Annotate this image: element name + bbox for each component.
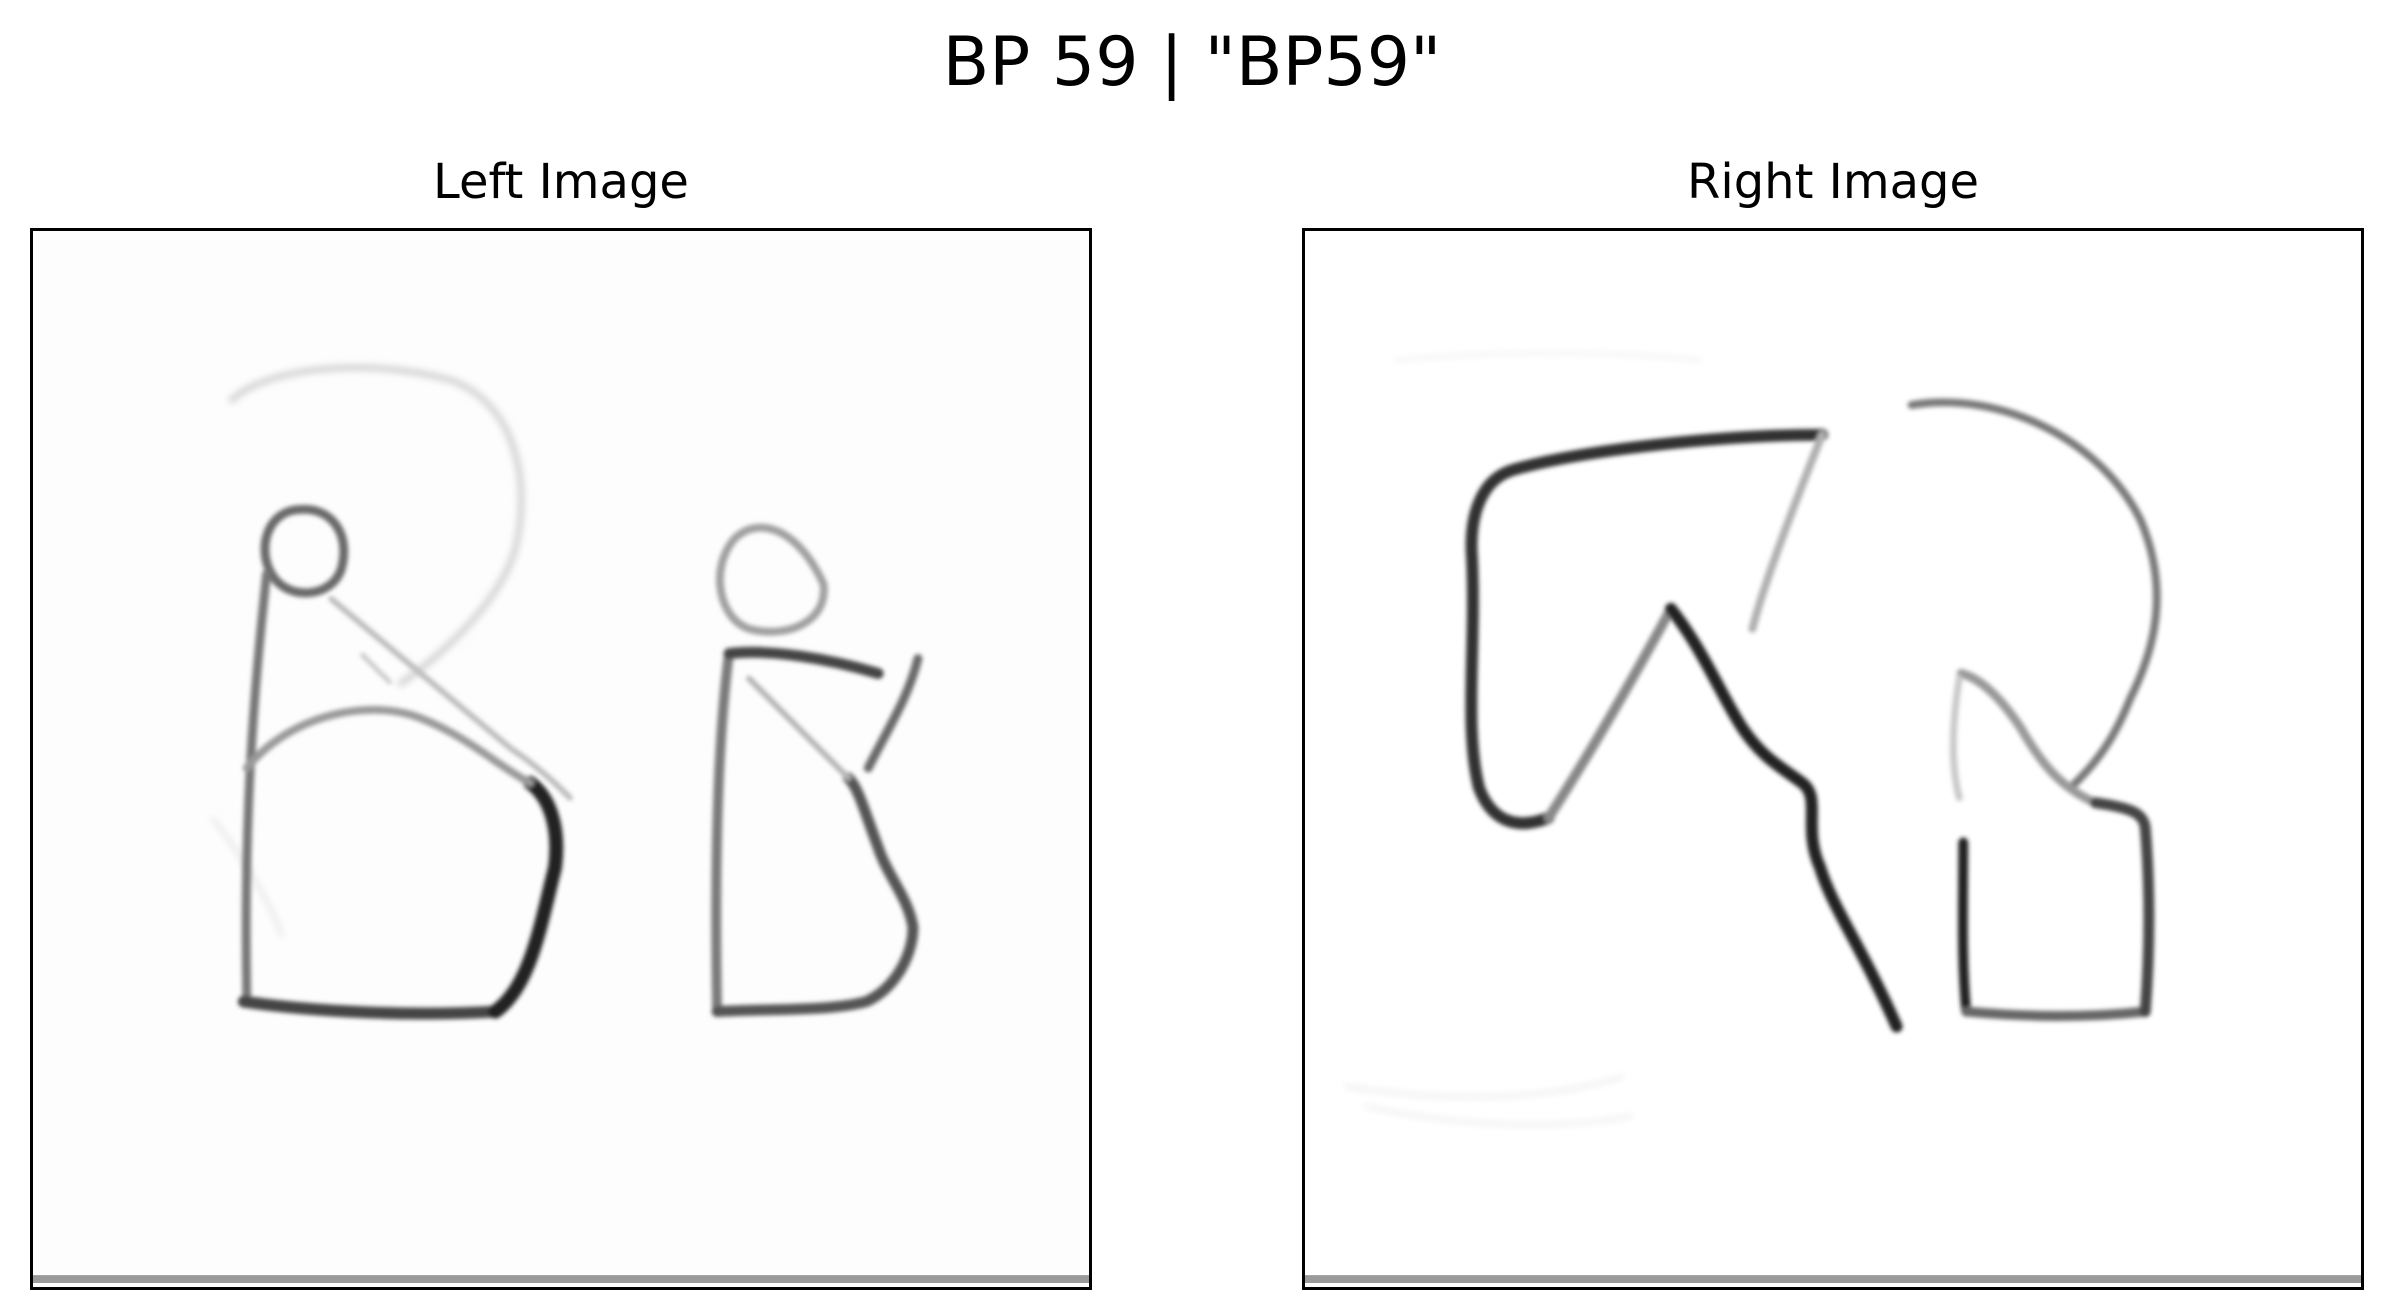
right-figure-arrow-shape — [1465, 428, 1903, 1033]
left-image-panel — [30, 228, 1092, 1290]
left-image-title: Left Image — [433, 154, 689, 210]
left-figure-b-shape — [237, 504, 573, 1020]
left-figure-small-shape — [711, 523, 923, 1018]
right-figure-circle-shape — [1907, 398, 2161, 1022]
figure-title: BP 59 | "BP59" — [942, 23, 1442, 102]
right-image-title: Right Image — [1687, 154, 1979, 210]
right-image-panel — [1302, 228, 2364, 1290]
right-image-drawing — [1305, 231, 2361, 1287]
faint-background-lines — [1344, 351, 1703, 1127]
faint-large-circle — [210, 364, 525, 938]
left-image-drawing — [33, 231, 1089, 1287]
